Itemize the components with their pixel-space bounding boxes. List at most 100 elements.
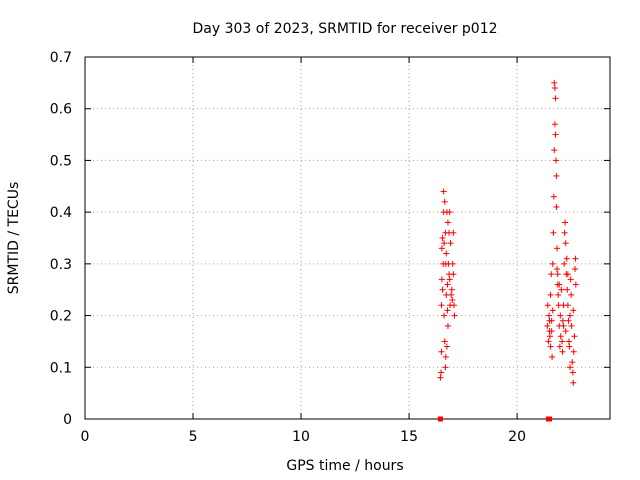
data-point [549,353,556,360]
x-tick-labels: 0 5 10 15 20 [81,429,526,445]
data-point [568,322,575,329]
data-point [442,353,449,360]
x-tick-label: 0 [81,429,90,445]
data-point [439,286,446,293]
data-point [556,281,563,288]
data-point [554,245,561,252]
data-point [572,255,579,262]
data-point [562,240,569,247]
data-point [559,317,566,324]
data-point [558,286,565,293]
data-point [569,369,576,376]
data-point [553,203,560,210]
data-point [561,229,568,236]
data-point [555,291,562,298]
data-point [564,286,571,293]
data-point [438,245,445,252]
data-point [548,271,555,278]
data-point [552,131,559,138]
data-point [441,312,448,319]
data-point [567,364,574,371]
y-tick-label: 0.3 [50,257,72,273]
data-point [567,312,574,319]
data-point [561,260,568,267]
data-point [441,198,448,205]
data-point [444,322,451,329]
axis-ticks [84,56,610,420]
data-point [570,307,577,314]
data-point [448,286,455,293]
data-point [550,229,557,236]
data-point [443,291,450,298]
data-point [451,312,458,319]
data-point [449,297,456,304]
data-point [559,338,566,345]
data-point [551,85,558,92]
data-point [570,348,577,355]
y-tick-labels: 0 0.1 0.2 0.3 0.4 0.5 0.6 0.7 [50,50,72,428]
data-point [439,235,446,241]
data-point [450,271,457,278]
grid [85,57,610,419]
data-point [570,379,577,386]
x-tick-label: 5 [189,429,198,445]
data-point [440,188,447,195]
data-point [551,147,558,154]
data-point [548,317,555,324]
data-point [544,322,551,329]
data-point [557,312,564,319]
data-point [556,343,563,350]
y-axis-label: SRMTID / TECUs [6,182,22,295]
data-point [565,317,572,324]
data-point [560,322,567,329]
data-point [549,260,556,267]
data-point [449,260,456,267]
data-point [438,348,445,355]
x-tick-label: 10 [292,429,310,445]
data-point [437,374,444,381]
data-point [544,302,551,309]
y-tick-label: 0.5 [50,153,72,169]
data-point [546,312,553,319]
data-point [569,359,576,366]
data-point [550,193,557,200]
x-tick-label: 20 [508,429,526,445]
data-point [546,333,553,340]
data-point [547,343,554,350]
y-tick-label: 0 [63,412,72,428]
y-tick-label: 0.6 [50,102,72,118]
zero-value-point [547,416,553,422]
data-point [562,328,569,335]
data-point [572,281,579,288]
data-point [450,229,457,236]
data-point [552,157,559,164]
data-point [442,364,449,371]
data-point [546,328,553,335]
data-point [551,79,558,86]
data-point [549,307,556,314]
data-point [446,209,453,216]
data-point [547,291,554,298]
data-point [557,333,564,340]
data-point [566,343,573,350]
data-point [441,338,448,345]
x-axis-label: GPS time / hours [286,458,403,474]
zero-value-point [437,416,443,422]
data-point [563,255,570,262]
data-point [438,302,445,309]
data-point [443,343,450,350]
data-point [568,291,575,298]
scatter-points [437,79,579,422]
data-point [444,281,451,288]
data-point [446,276,453,283]
data-point [443,250,450,257]
data-point [438,369,445,376]
data-point [444,307,451,314]
data-point [564,302,571,309]
y-tick-label: 0.2 [50,309,72,325]
data-point [545,338,552,345]
data-point [441,240,448,247]
y-tick-label: 0.1 [50,360,72,376]
data-point [565,338,572,345]
